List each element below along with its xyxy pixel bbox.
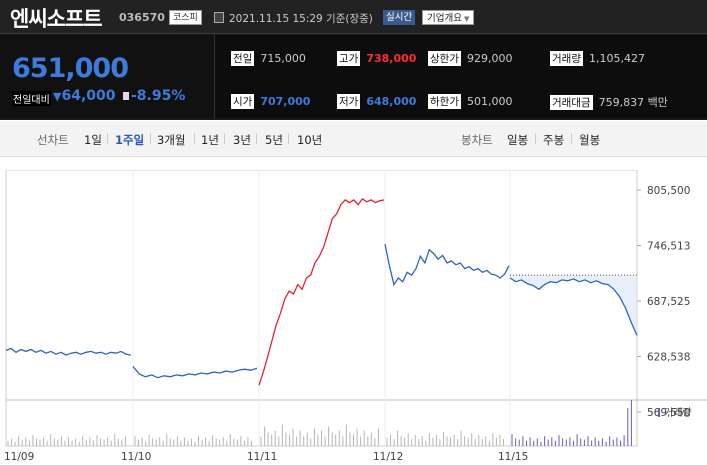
divider: [150, 133, 151, 144]
line-chart-label: 선차트: [37, 133, 69, 147]
y-tick-label: 569,550: [647, 407, 690, 419]
divider: [194, 133, 195, 144]
stat-value: 929,000: [466, 52, 513, 65]
current-price: 651,000: [12, 53, 129, 84]
stat-value: 707,000: [260, 95, 311, 108]
divider: [107, 133, 108, 144]
below-prev-close-area: [510, 275, 637, 336]
down-triangle-icon: ▼: [53, 90, 62, 103]
period-1y[interactable]: 1년: [201, 133, 219, 147]
datetime-text: 2021.11.15 15:29 기준(장중): [229, 13, 373, 25]
stat-lower-limit: 하한가 501,000: [428, 94, 512, 109]
stat-prev-close: 전일 715,000: [231, 51, 306, 66]
title-bar: 엔씨소프트 036570 코스피 2021.11.15 15:29 기준(장중)…: [0, 0, 707, 34]
divider: [224, 133, 225, 144]
y-tick-label: 687,525: [647, 296, 690, 308]
stat-value: 648,000: [366, 95, 417, 108]
candle-chart-label: 봉차트: [461, 133, 493, 147]
stock-name: 엔씨소프트: [10, 7, 103, 31]
stock-header: 엔씨소프트 036570 코스피 2021.11.15 15:29 기준(장중)…: [0, 0, 707, 120]
divider: [535, 133, 536, 144]
period-10y[interactable]: 10년: [297, 133, 323, 147]
market-badge: 코스피: [169, 10, 202, 25]
stat-value: 759,837: [598, 96, 645, 109]
stat-label: 거래량: [550, 51, 583, 66]
stat-label: 시가: [231, 94, 255, 109]
price-series-line: [509, 277, 638, 336]
plot-frame: [5, 170, 638, 447]
stat-label: 하한가: [428, 94, 461, 109]
chevron-down-icon: ▼: [463, 15, 470, 23]
divider-mark: [123, 92, 129, 100]
stats-panel: 전일 715,000 고가 738,000 상한가 929,000 거래량 1,105,…: [214, 35, 707, 118]
prev-day-label: 전일대비: [12, 91, 51, 106]
price-diff: ▼64,000: [53, 88, 116, 104]
stat-open: 시가 707,000: [231, 94, 310, 109]
price-diff-value: 64,000: [61, 88, 116, 104]
price-panel: 651,000 전일대비 ▼64,000 -8.95%: [0, 35, 214, 118]
stat-low: 저가 648,000: [337, 94, 416, 109]
candle-monthly[interactable]: 월봉: [579, 133, 601, 147]
realtime-button[interactable]: 실시간: [383, 10, 416, 25]
stat-value: 738,000: [366, 52, 417, 65]
divider: [571, 133, 572, 144]
price-series-line: [132, 365, 258, 379]
price-series-line: [258, 198, 385, 386]
price-pct-value: -8.95%: [131, 88, 186, 104]
price-pct: -8.95%: [123, 88, 185, 104]
y-tick-label: 805,500: [647, 185, 690, 197]
stat-value: 501,000: [466, 95, 513, 108]
x-tick-label: 11/10: [121, 451, 151, 463]
stat-label: 전일: [231, 51, 255, 66]
stat-label: 고가: [337, 51, 361, 66]
stat-value: 715,000: [260, 52, 306, 65]
stat-label: 저가: [337, 94, 361, 109]
period-3y[interactable]: 3년: [233, 133, 251, 147]
volume-legend-label: 거래량: [664, 407, 692, 419]
price-series-line: [5, 347, 132, 356]
y-tick-label: 746,513: [647, 240, 690, 252]
stat-value: 1,105,427: [588, 52, 645, 65]
divider: [256, 133, 257, 144]
stat-unit: 백만: [647, 96, 668, 109]
stat-upper-limit: 상한가 929,000: [428, 51, 512, 66]
y-tick-label: 628,538: [647, 351, 690, 363]
price-series-line: [384, 243, 510, 287]
period-selector: 선차트 1일 1주일 3개월 1년 3년 5년 10년 봉차트 일봉 주봉 월봉: [0, 121, 707, 157]
candle-weekly[interactable]: 주봉: [543, 133, 565, 147]
divider: [288, 133, 289, 144]
period-5y[interactable]: 5년: [265, 133, 283, 147]
calendar-icon: [214, 12, 224, 23]
stat-volume: 거래량 1,105,427: [550, 51, 645, 66]
stat-trade-amount: 거래대금 759,837 백만: [550, 94, 668, 110]
x-tick-label: 11/12: [373, 451, 403, 463]
candle-daily[interactable]: 일봉: [507, 133, 529, 147]
stat-high: 고가 738,000: [337, 51, 416, 66]
x-tick-label: 11/09: [4, 451, 34, 463]
company-overview-button[interactable]: 기업개요 ▼: [422, 10, 475, 25]
stat-label: 거래대금: [550, 95, 593, 110]
stock-code: 036570: [119, 11, 165, 24]
company-overview-label: 기업개요: [427, 13, 462, 24]
period-3m[interactable]: 3개월: [157, 133, 186, 147]
x-tick-label: 11/15: [498, 451, 528, 463]
period-1d[interactable]: 1일: [84, 133, 102, 147]
x-tick-label: 11/11: [247, 451, 277, 463]
period-1w[interactable]: 1주일: [115, 133, 145, 147]
volume-legend-swatch: [658, 408, 660, 417]
stat-label: 상한가: [428, 51, 461, 66]
